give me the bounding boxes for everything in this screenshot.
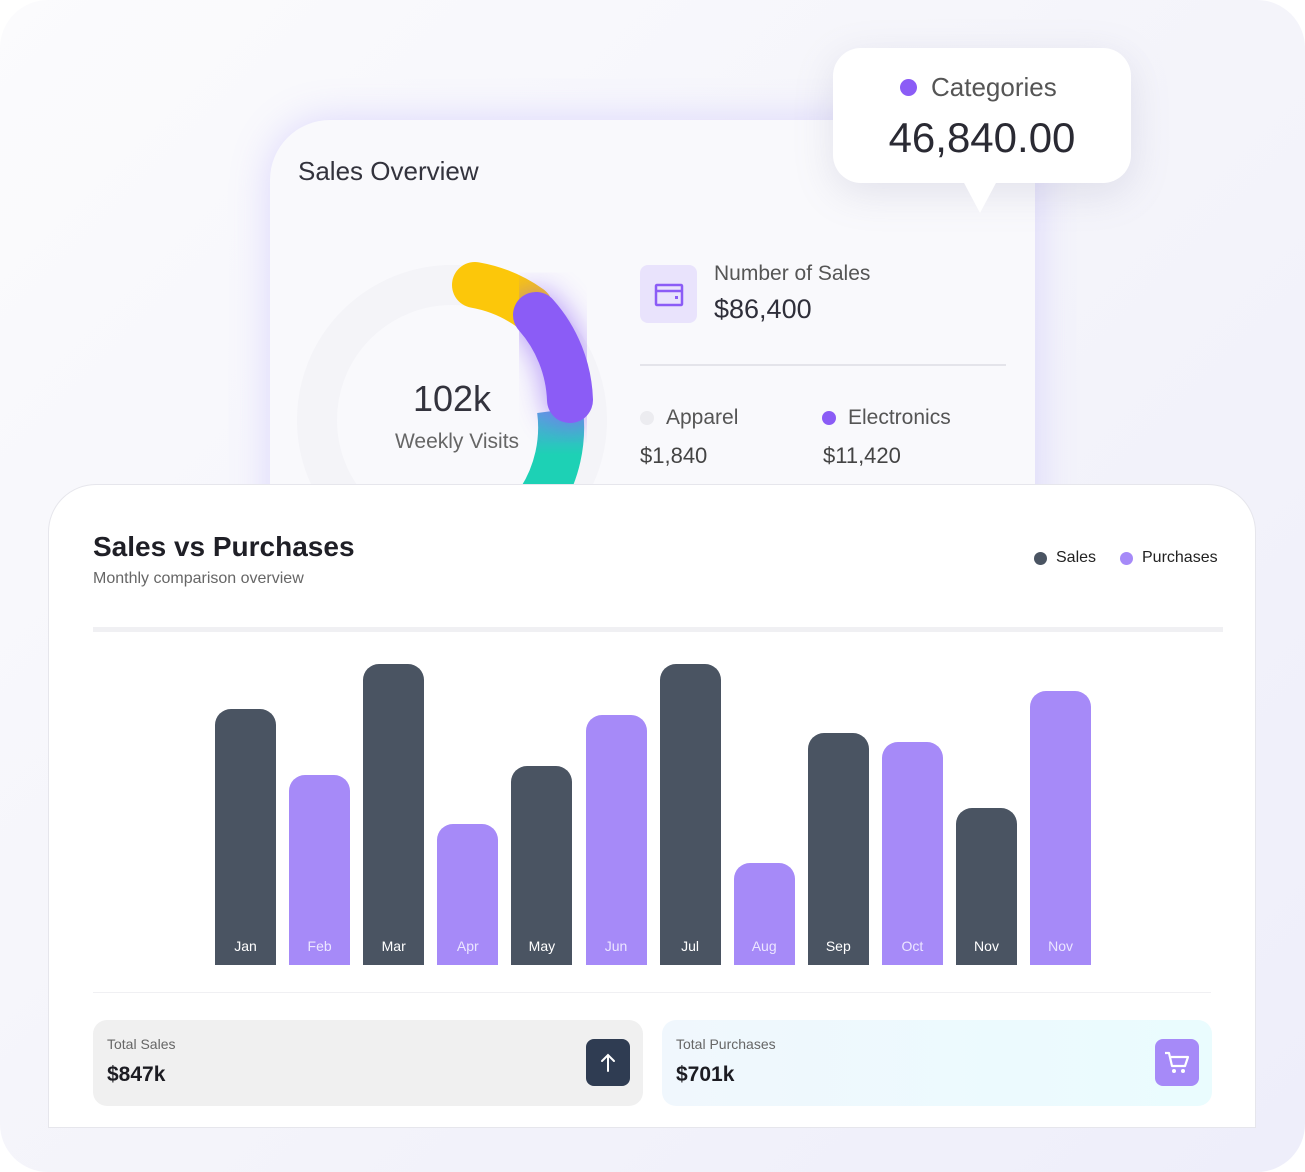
- electronics-dot-icon: [822, 411, 836, 425]
- bar-nov-purchases[interactable]: [1030, 691, 1092, 965]
- electronics-value: $11,420: [823, 443, 901, 468]
- card-title: Sales Overview: [298, 156, 479, 186]
- legend-electronics: Electronics: [822, 406, 951, 430]
- total-sales-card: Total Sales $847k: [93, 1020, 643, 1106]
- bar-label: May: [528, 938, 556, 954]
- wallet-icon: [640, 265, 697, 323]
- donut-segment-purple: [513, 292, 593, 423]
- weekly-visits-value: 102k: [412, 378, 492, 419]
- divider: [93, 992, 1211, 993]
- chart-title: Sales vs Purchases: [93, 531, 355, 562]
- legend-label: Sales: [1056, 549, 1097, 566]
- chart-subtitle: Monthly comparison overview: [93, 570, 304, 587]
- bar-aug-purchases[interactable]: [733, 862, 795, 965]
- arrow-up-icon[interactable]: [586, 1039, 630, 1086]
- bar-nov-sales[interactable]: [956, 808, 1017, 965]
- bar-label: Jan: [234, 938, 257, 954]
- divider: [93, 627, 1223, 632]
- weekly-visits-label: Weekly Visits: [394, 430, 520, 453]
- sales-dot-icon: [1034, 551, 1047, 565]
- tooltip-label-text: Categories: [931, 72, 1057, 102]
- apparel-dot-icon: [640, 411, 654, 425]
- bar-mar-sales[interactable]: [363, 664, 425, 965]
- apparel-value: $1,840: [640, 443, 708, 468]
- legend-label: Electronics: [848, 406, 951, 429]
- sales-overview-card: Sales Overview 102k Weekly Visits Number…: [270, 120, 1035, 540]
- bar-label: Feb: [307, 938, 332, 954]
- bar-jul-sales[interactable]: [659, 664, 721, 965]
- total-sales-value: $847k: [107, 1063, 166, 1086]
- divider: [640, 364, 1006, 366]
- bar-jun-purchases[interactable]: [585, 715, 647, 965]
- tooltip-value: 46,840.00: [888, 114, 1076, 161]
- bar-label: Jul: [681, 938, 700, 954]
- legend-label: Apparel: [666, 406, 739, 429]
- legend-purchases: Purchases: [1120, 549, 1218, 567]
- legend-label: Purchases: [1142, 549, 1218, 566]
- bar-feb-purchases[interactable]: [289, 775, 351, 965]
- total-purchases-value: $701k: [676, 1063, 735, 1086]
- bar-oct-purchases[interactable]: [881, 742, 943, 965]
- total-sales-label: Total Sales: [107, 1036, 176, 1052]
- legend-sales: Sales: [1034, 549, 1096, 567]
- sales-vs-purchases-card: Sales vs Purchases Monthly comparison ov…: [48, 484, 1256, 1128]
- number-of-sales-label: Number of Sales: [714, 262, 871, 285]
- tooltip-label: Categories: [900, 72, 1057, 103]
- donut-chart: [297, 262, 607, 540]
- bar-label: Jun: [604, 938, 628, 954]
- bar-label: Apr: [456, 938, 479, 954]
- purchases-dot-icon: [1120, 551, 1133, 565]
- bar-label: Nov: [974, 938, 999, 954]
- categories-tooltip: Categories 46,840.00: [833, 48, 1131, 213]
- bar-label: Mar: [381, 938, 406, 954]
- total-purchases-label: Total Purchases: [676, 1036, 776, 1052]
- bar-label: Nov: [1048, 938, 1074, 954]
- cart-icon[interactable]: [1155, 1039, 1199, 1086]
- categories-dot-icon: [900, 79, 917, 96]
- bar-label: Oct: [901, 938, 924, 954]
- bar-apr-purchases[interactable]: [437, 823, 499, 965]
- bar-may-sales[interactable]: [511, 766, 573, 965]
- bar-label: Aug: [751, 938, 777, 954]
- number-of-sales-value: $86,400: [714, 294, 812, 324]
- bar-sep-sales[interactable]: [807, 733, 869, 965]
- legend-apparel: Apparel: [640, 406, 738, 430]
- bar-label: Sep: [825, 938, 851, 954]
- total-purchases-card: Total Purchases $701k: [662, 1020, 1212, 1106]
- bar-jan-sales[interactable]: [215, 709, 276, 965]
